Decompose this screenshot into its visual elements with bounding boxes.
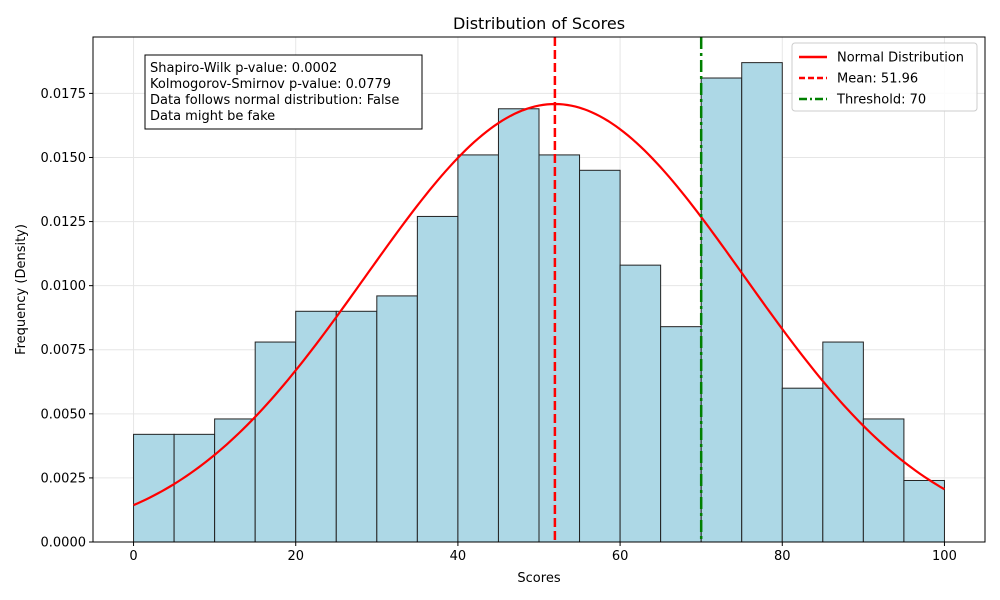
histogram-bar [660, 326, 702, 543]
y-tick-label: 0.0075 [41, 343, 87, 358]
legend-label: Normal Distribution [837, 51, 964, 66]
y-tick-label: 0.0025 [41, 471, 87, 486]
x-axis-label: Scores [517, 571, 560, 586]
histogram-bar [376, 295, 418, 543]
y-tick-label: 0.0150 [41, 151, 87, 166]
histogram-bar [862, 418, 905, 543]
histogram-bar [619, 264, 662, 543]
legend: Normal Distribution Mean: 51.96 Threshold:… [791, 42, 978, 112]
x-tick-label: 0 [129, 549, 137, 564]
histogram-bars [133, 62, 945, 543]
histogram-bar [416, 215, 459, 543]
y-tick-label: 0.0125 [41, 215, 87, 230]
axis-ticks: 0 20 40 60 80 100 0.0000 0.0025 0.0050 0.0075 0.01… [41, 87, 957, 564]
annotation-background [144, 54, 423, 130]
legend-label: Mean: 51.96 [837, 72, 918, 87]
annotation-line: Kolmogorov-Smirnov p-value: 0.0779 [150, 77, 391, 92]
normal-distribution-curve [133, 102, 946, 507]
histogram-bar [254, 341, 297, 543]
histogram-bar [822, 341, 864, 543]
histogram-bar [335, 310, 378, 543]
x-tick-label: 60 [612, 549, 629, 564]
series-lines [133, 37, 946, 542]
plot-frame [92, 36, 986, 543]
chart-title: Distribution of Scores [453, 14, 625, 33]
x-tick-label: 80 [774, 549, 791, 564]
histogram-bar [538, 154, 581, 543]
annotation-line: Data follows normal distribution: False [150, 93, 399, 108]
y-tick-label: 0.0000 [41, 536, 87, 551]
y-tick-label: 0.0175 [41, 87, 87, 102]
y-axis-label: Frequency (Density) [14, 224, 29, 355]
histogram-bar [781, 387, 824, 543]
histogram-bar [579, 169, 621, 543]
x-tick-label: 20 [287, 549, 304, 564]
x-tick-label: 40 [450, 549, 467, 564]
histogram-bar [497, 108, 540, 543]
legend-frame [791, 42, 978, 112]
annotation-line: Data might be fake [150, 109, 275, 124]
y-tick-label: 0.0050 [41, 407, 87, 422]
stats-annotation: Shapiro-Wilk p-value: 0.0002Kolmogorov-S… [144, 54, 423, 130]
y-tick-label: 0.0100 [41, 279, 87, 294]
histogram-bar [457, 154, 499, 543]
x-tick-label: 100 [932, 549, 957, 564]
histogram-bar [173, 433, 216, 543]
histogram-bar [295, 310, 337, 543]
annotation-line: Shapiro-Wilk p-value: 0.0002 [150, 61, 337, 76]
histogram-bar [700, 77, 743, 543]
histogram-bar [903, 479, 945, 543]
legend-label: Threshold: 70 [836, 93, 926, 108]
